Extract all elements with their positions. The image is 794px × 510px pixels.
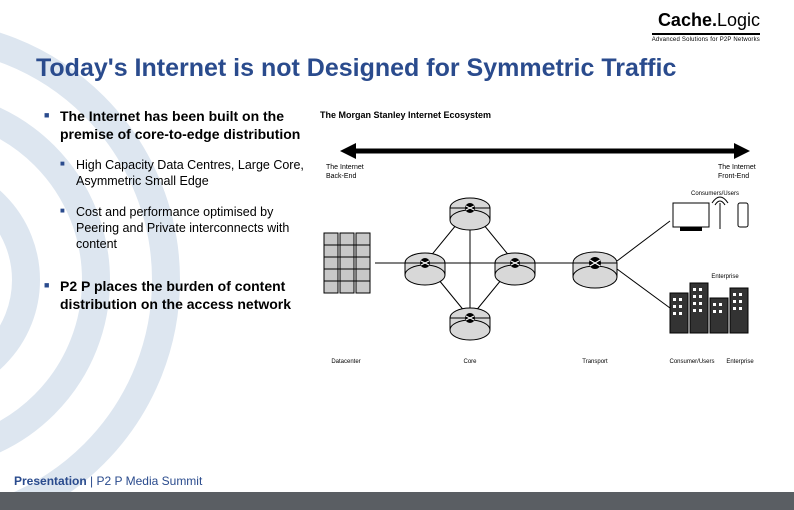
bullet-text: The Internet has been built on the premi… (60, 108, 300, 142)
logo-part-b: Logic (717, 10, 760, 30)
label-frontend-1: The Internet (718, 164, 756, 171)
diagram-svg: The Internet Back-End The Internet Front… (320, 128, 770, 388)
label-frontend-2: Front-End (718, 173, 749, 180)
svg-text:Enterprise: Enterprise (711, 274, 739, 280)
logo-underline (652, 33, 760, 35)
bottom-label: Enterprise (726, 359, 754, 365)
bullet-list: The Internet has been built on the premi… (44, 108, 310, 313)
footer-band (0, 492, 794, 510)
bottom-label: Transport (582, 359, 608, 365)
core-network-icon (375, 198, 575, 340)
consumers-icon: Consumers/Users (673, 191, 748, 231)
svg-text:Consumers/Users: Consumers/Users (691, 191, 739, 197)
logo-part-a: Cache. (658, 10, 717, 30)
bottom-label: Core (463, 359, 477, 365)
footer: Presentation | P2 P Media Summit (0, 484, 794, 510)
logo: Cache.Logic Advanced Solutions for P2P N… (652, 10, 760, 43)
transport-icon (573, 252, 617, 288)
body-text: The Internet has been built on the premi… (44, 108, 310, 339)
logo-text: Cache.Logic (652, 10, 760, 31)
bullet-text: P2 P places the burden of content distri… (60, 278, 291, 312)
label-backend-2: Back-End (326, 173, 356, 180)
footer-sep: | (87, 474, 97, 488)
bottom-label: Datacenter (331, 359, 360, 365)
footer-left: Presentation (14, 474, 87, 488)
bullet-item: P2 P places the burden of content distri… (44, 278, 310, 313)
diagram-title: The Morgan Stanley Internet Ecosystem (320, 110, 770, 120)
logo-tagline: Advanced Solutions for P2P Networks (652, 37, 760, 43)
diagram: The Morgan Stanley Internet Ecosystem Th… (320, 110, 770, 390)
page-title: Today's Internet is not Designed for Sym… (36, 54, 760, 83)
datacenter-icon (324, 233, 370, 293)
footer-right: P2 P Media Summit (96, 474, 202, 488)
sub-bullet-item: Cost and performance optimised by Peerin… (60, 204, 310, 253)
footer-text: Presentation | P2 P Media Summit (14, 474, 202, 488)
bullet-item: The Internet has been built on the premi… (44, 108, 310, 252)
label-backend-1: The Internet (326, 164, 364, 171)
enterprise-icon: Enterprise (670, 274, 748, 333)
slide: Cache.Logic Advanced Solutions for P2P N… (0, 0, 794, 510)
sub-bullet-item: High Capacity Data Centres, Large Core, … (60, 157, 310, 190)
sub-bullet-list: High Capacity Data Centres, Large Core, … (60, 157, 310, 252)
bottom-label: Consumer/Users (669, 359, 714, 365)
